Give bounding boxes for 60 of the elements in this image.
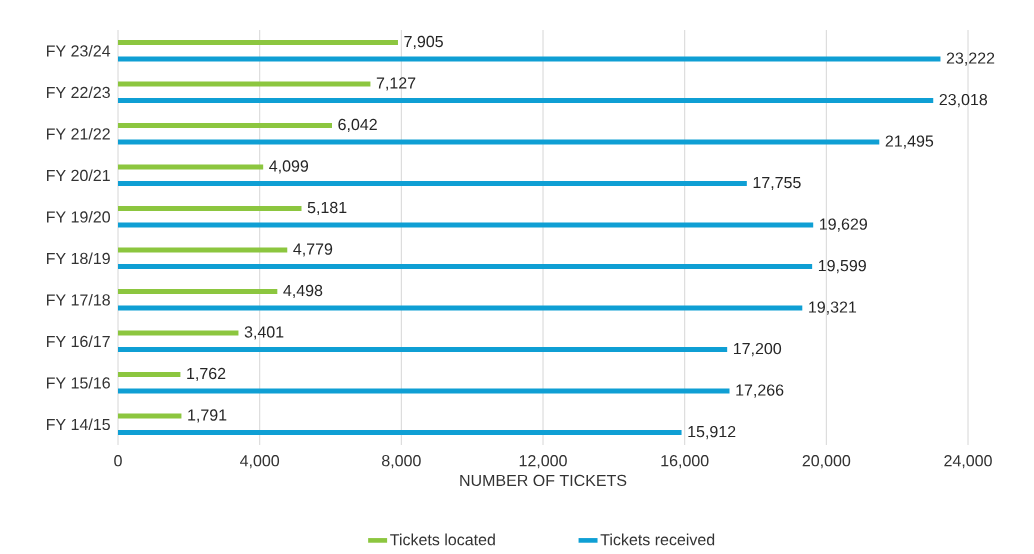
bar [118, 205, 302, 211]
data-label: 7,127 [376, 77, 416, 91]
bar [118, 122, 332, 128]
data-label: 19,629 [820, 218, 867, 232]
x-tick-label: 4,000 [240, 455, 280, 469]
y-tick-label: FY 16/17 [47, 335, 110, 348]
y-tick-label: FY 17/18 [47, 293, 110, 306]
bar [118, 413, 182, 419]
data-label: 15,912 [688, 425, 736, 440]
data-label: 7,905 [404, 35, 443, 50]
bar [118, 330, 239, 336]
x-tick-label: 8,000 [382, 455, 421, 469]
y-tick-label: FY 20/21 [47, 169, 110, 182]
x-axis-title: NUMBER OF TICKETS [460, 474, 627, 487]
bar [118, 430, 682, 436]
data-label: 4,779 [293, 243, 333, 257]
data-label: 6,042 [338, 118, 377, 133]
x-tick-label: 0 [114, 455, 122, 467]
data-label: 17,266 [736, 384, 784, 398]
x-tick-label: 24,000 [944, 455, 992, 469]
bar [118, 288, 278, 294]
bar [118, 98, 934, 104]
bar [118, 264, 813, 270]
y-tick-label: FY 23/24 [47, 44, 111, 57]
y-tick-label: FY 15/16 [47, 376, 110, 389]
data-label: 1,762 [187, 367, 226, 382]
bar [118, 388, 730, 394]
bar [118, 81, 371, 87]
data-label: 19,321 [809, 301, 857, 315]
bar [118, 347, 728, 353]
x-tick-label: 16,000 [661, 455, 709, 469]
data-label: 4,099 [269, 160, 309, 174]
y-tick-label: FY 18/19 [47, 252, 110, 265]
bar [118, 371, 181, 377]
y-tick-label: FY 21/22 [47, 127, 110, 140]
bar [118, 164, 264, 170]
y-tick-label: FY 14/15 [47, 418, 110, 431]
data-label: 17,755 [753, 177, 801, 191]
bar [118, 247, 288, 253]
y-tick-label: FY 22/23 [47, 86, 110, 99]
data-label: 5,181 [307, 201, 347, 216]
data-label: 23,018 [939, 93, 988, 108]
bar [118, 39, 398, 45]
data-label: 3,401 [244, 326, 284, 340]
data-label: 19,599 [818, 259, 866, 274]
x-tick-label: 12,000 [519, 455, 567, 469]
bar [118, 56, 941, 62]
data-label: 23,222 [946, 52, 995, 66]
bar [118, 305, 803, 311]
data-label: 17,200 [733, 342, 782, 357]
bar [118, 222, 814, 228]
x-tick-label: 20,000 [802, 455, 851, 469]
y-tick-label: FY 19/20 [47, 210, 110, 223]
data-label: 1,791 [188, 409, 227, 423]
data-label: 21,495 [885, 135, 934, 149]
legend-label: Tickets located [390, 533, 495, 546]
data-label: 4,498 [283, 284, 323, 299]
bar [118, 181, 747, 187]
legend-label: Tickets received [600, 533, 715, 546]
bar [118, 139, 880, 145]
